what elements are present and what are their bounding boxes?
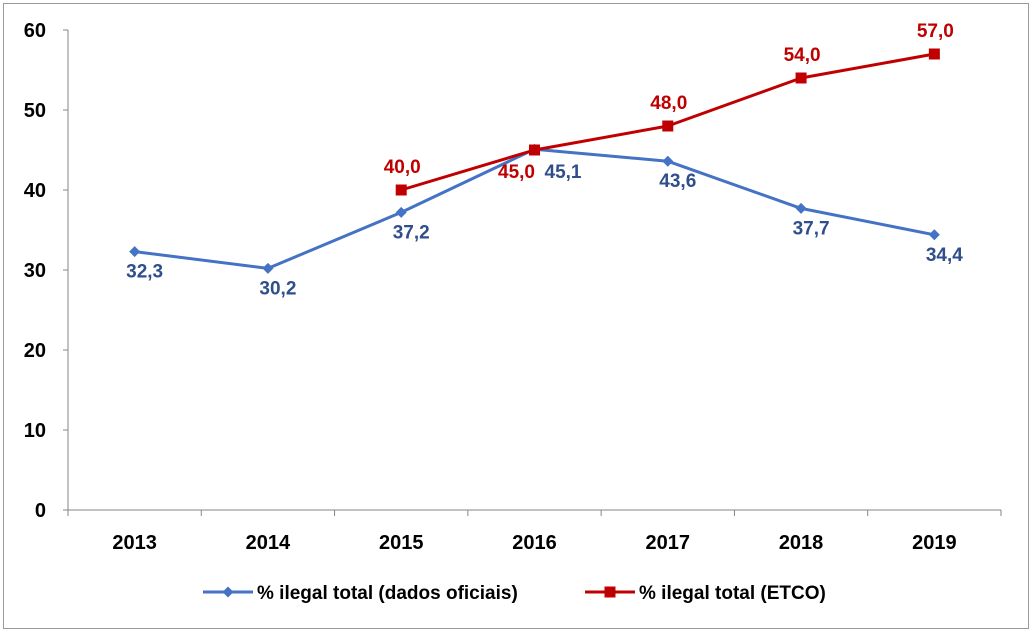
series-1-data-label: 37,7 (793, 218, 830, 239)
series-2-data-label: 48,0 (650, 93, 687, 114)
x-tick-label: 2018 (779, 532, 824, 554)
series-1-point (129, 246, 141, 258)
series-2-point (662, 120, 674, 132)
series-2-data-label: 57,0 (917, 21, 954, 42)
chart-frame (3, 3, 1029, 629)
series-1-data-label: 37,2 (393, 222, 430, 243)
x-tick-label: 2016 (512, 532, 557, 554)
series-2-data-label: 54,0 (784, 45, 821, 66)
series-1-point (928, 229, 940, 241)
series-2-data-label: 40,0 (384, 157, 421, 178)
x-tick-label: 2015 (379, 532, 424, 554)
x-tick-label: 2019 (912, 532, 957, 554)
series-1-data-label: 34,4 (926, 245, 963, 266)
x-tick-label: 2013 (112, 532, 157, 554)
series-2-point (529, 144, 540, 156)
y-tick-label: 30 (24, 260, 46, 282)
legend-marker-2 (604, 586, 616, 598)
y-tick-label: 40 (24, 180, 46, 202)
legend-label-2: % ilegal total (ETCO) (639, 583, 826, 604)
series-2-point (928, 48, 940, 60)
series-1-point (262, 262, 274, 274)
legend-marker-1 (222, 586, 234, 598)
series-1-point (395, 206, 407, 218)
y-tick-label: 20 (24, 340, 46, 362)
series-1-data-label: 45,1 (545, 162, 582, 183)
series-1-data-label: 30,2 (259, 278, 296, 299)
series-2-point (395, 184, 407, 196)
x-tick-label: 2014 (246, 532, 291, 554)
y-tick-label: 60 (24, 20, 46, 42)
series-2-data-label: 45,0 (498, 162, 535, 183)
series-2-point (795, 72, 807, 84)
x-tick-label: 2017 (646, 532, 691, 554)
series-1-data-label: 32,3 (126, 262, 163, 283)
series-1-data-label: 43,6 (659, 171, 696, 192)
y-tick-label: 0 (35, 500, 46, 522)
y-tick-label: 10 (24, 420, 46, 442)
series-1-point (662, 155, 674, 167)
series-1-point (795, 202, 807, 214)
y-tick-label: 50 (24, 100, 46, 122)
legend-label-1: % ilegal total (dados oficiais) (257, 583, 518, 604)
